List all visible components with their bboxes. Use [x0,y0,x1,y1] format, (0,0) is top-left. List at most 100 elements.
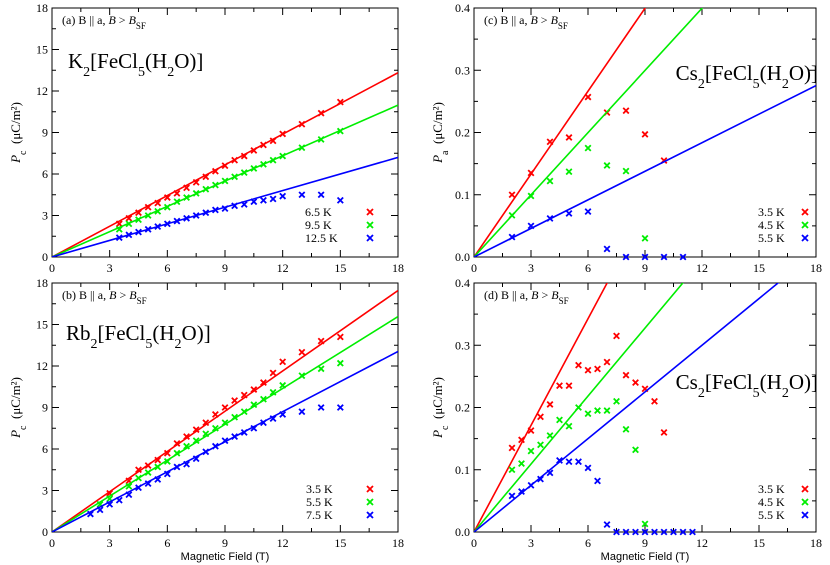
data-point [279,192,287,200]
data-point [106,500,114,508]
data-point [135,484,142,492]
data-point [173,440,181,447]
panel-d: 0 3 6 9 12 15 18 0.0 0.1 0.2 0.3 0.4 Pc (μC/m²) Magne… [430,276,822,563]
data-point [594,407,601,415]
data-point [211,410,219,418]
data-point [163,203,171,211]
y-tick-label: 9 [42,126,48,140]
data-point [231,156,239,164]
data-point [269,195,277,203]
data-point [508,233,516,241]
data-point [298,372,306,380]
data-point [211,181,219,189]
data-point [594,477,601,485]
data-point [632,528,639,536]
data-point [183,194,190,201]
data-point [183,460,190,468]
data-point [144,462,152,470]
fit-line [474,283,684,532]
data-point [183,214,190,222]
data-point [202,419,210,427]
data-point [679,528,687,536]
data-point [260,379,267,387]
legend-marker [801,208,809,216]
data-point [641,528,649,536]
data-point [144,480,152,488]
data-point [135,466,142,474]
data-point [125,491,133,499]
data-point [641,520,649,528]
legend-entry-label: 4.5 K [758,218,785,232]
compound-label: K2[FeCl5(H2O)] [68,49,203,80]
data-point [622,425,630,433]
data-point [154,207,162,215]
data-point [163,458,171,465]
data-point [632,446,639,454]
data-point [96,506,104,514]
data-point [231,202,239,210]
x-tick-label: 9 [642,261,648,275]
data-point [537,413,544,421]
data-point [556,382,563,390]
data-point [231,433,239,440]
y-tick-label: 0.4 [455,276,470,290]
data-point [231,413,239,421]
data-point [298,144,306,152]
data-point [508,211,516,219]
data-point [192,178,200,186]
y-tick-label: 12 [36,359,48,373]
legend-entry-label: 12.5 K [305,231,338,245]
x-tick-label: 3 [528,261,534,275]
data-point [527,481,535,489]
y-tick-label: 0.1 [455,463,470,477]
data-point [211,206,219,214]
data-point [240,391,248,399]
data-point [202,173,210,181]
y-tick-label: 0.3 [455,63,470,77]
data-point [144,203,152,211]
data-point [240,169,248,177]
y-tick-label: 12 [36,84,48,98]
data-point [183,442,190,450]
data-point [546,177,554,185]
data-point [565,422,573,430]
y-tick-label: 0.3 [455,338,470,352]
data-point [317,109,325,117]
data-point [125,220,133,228]
data-point [173,198,181,206]
x-tick-label: 6 [164,536,170,550]
data-point [336,196,344,204]
legend-marker [366,208,374,216]
y-tick-label: 0.2 [455,401,470,415]
data-point [689,528,696,536]
y-tick-label: 0 [42,250,48,264]
data-point [537,475,544,483]
data-point [575,361,582,369]
data-point [546,432,554,439]
data-point [641,234,649,242]
data-point [584,93,592,101]
data-point [192,455,200,463]
fit-line [52,289,398,532]
data-point [651,528,658,536]
legend-marker [801,234,809,242]
data-point [154,223,162,231]
data-point [269,415,277,423]
data-point [641,253,649,261]
data-point [221,205,229,213]
data-point [163,449,171,457]
data-point [584,208,592,215]
panel-a: 0 3 6 9 12 15 18 0 3 6 9 12 15 18 Pc (μC/m²) (a) B || a… [8,1,404,275]
data-point [87,510,94,518]
y-tick-label: 15 [36,43,48,57]
data-point [173,189,181,197]
data-point [622,107,630,115]
data-point [202,430,210,438]
data-point [260,395,267,403]
data-point [613,332,620,340]
data-point [565,134,573,141]
legend-marker [801,511,809,519]
legend-entry-label: 6.5 K [305,205,332,219]
y-tick-label: 0.2 [455,126,470,140]
data-point [317,135,325,143]
